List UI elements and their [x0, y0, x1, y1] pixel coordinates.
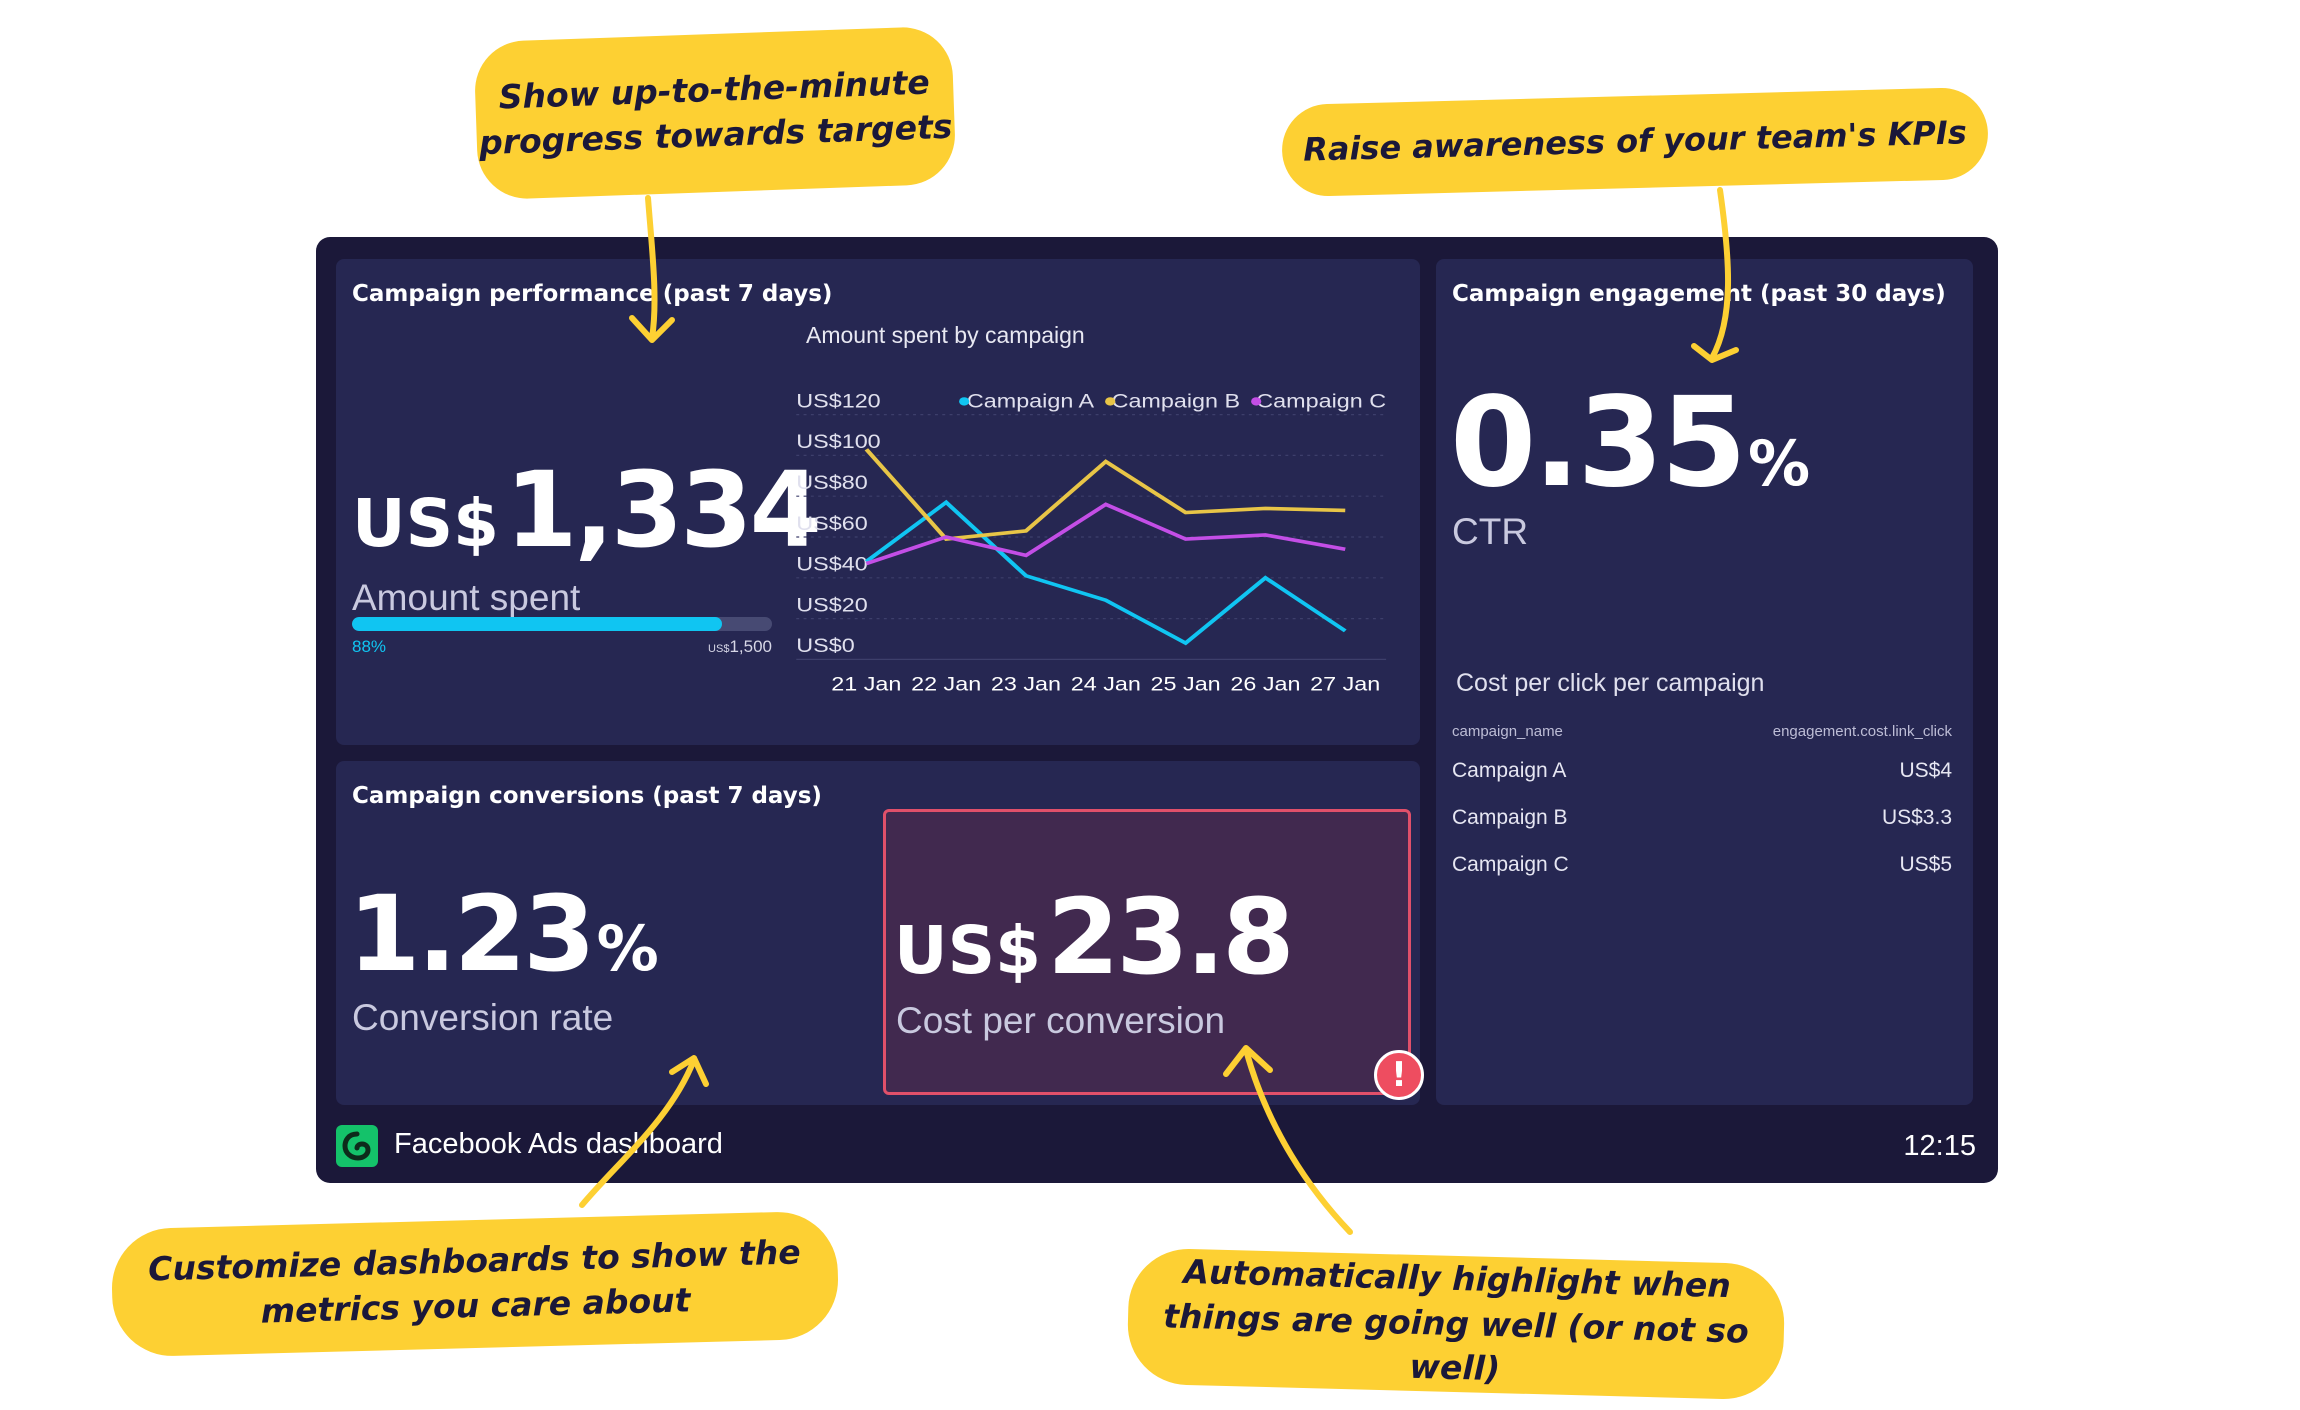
rate-number: 1.23 — [348, 873, 596, 995]
conversion-rate-value: 1.23% — [348, 873, 659, 995]
amount-spent-line-chart: US$0 US$20 US$40 US$60 US$80 US$100 US$120 21 J… — [796, 390, 1386, 695]
campaign-engagement-panel: Campaign engagement (past 30 days) 0.35%… — [1436, 259, 1973, 1105]
table-header: campaign_name engagement.cost.link_click — [1452, 723, 1952, 740]
currency-prefix: US$ — [352, 485, 500, 562]
x-tick-label: 23 Jan — [991, 674, 1061, 696]
callout-text: Raise awareness of your team's KPIs — [1302, 113, 1968, 170]
series-line — [865, 502, 1346, 566]
table-title: Cost per click per campaign — [1456, 669, 1765, 697]
series-line — [864, 448, 1346, 541]
table-row: Campaign B US$3.3 — [1452, 806, 1952, 830]
callout-highlight: Automatically highlight when things are … — [1126, 1247, 1786, 1401]
cost-per-conversion-label: Cost per conversion — [896, 1000, 1226, 1041]
amount-spent-label: Amount spent — [352, 577, 581, 618]
table-row: Campaign A US$4 — [1452, 759, 1952, 783]
y-tick-label: US$80 — [796, 472, 868, 494]
table-row: Campaign C US$5 — [1452, 853, 1952, 877]
legend-label: Campaign C — [1256, 390, 1386, 412]
y-tick-label: US$40 — [796, 554, 868, 576]
clock: 12:15 — [1903, 1130, 1976, 1162]
callout-progress: Show up-to-the-minute progress towards t… — [473, 25, 957, 201]
x-tick-label: 21 Jan — [831, 674, 901, 696]
amount-number: 1,334 — [505, 449, 822, 571]
alert-icon: ! — [1374, 1050, 1424, 1100]
legend-marker — [1251, 397, 1262, 406]
x-tick-label: 24 Jan — [1071, 674, 1141, 696]
campaign-name: Campaign B — [1452, 806, 1568, 829]
progress-target: US$1,500 — [656, 637, 772, 657]
callout-kpis: Raise awareness of your team's KPIs — [1280, 86, 1990, 198]
x-tick-label: 25 Jan — [1151, 674, 1221, 696]
panel-title: Campaign engagement (past 30 days) — [1452, 281, 1946, 307]
panel-title: Campaign conversions (past 7 days) — [352, 783, 822, 809]
dashboard-name: Facebook Ads dashboard — [394, 1128, 723, 1160]
y-tick-label: US$20 — [796, 594, 868, 616]
ctr-value: 0.35% — [1450, 371, 1810, 515]
column-header: engagement.cost.link_click — [1772, 723, 1952, 740]
x-tick-label: 26 Jan — [1230, 674, 1300, 696]
callout-text: Automatically highlight when things are … — [1162, 1252, 1750, 1389]
geckoboard-logo-icon — [336, 1125, 378, 1167]
chart-title: Amount spent by campaign — [806, 322, 1085, 348]
legend-label: Campaign B — [1112, 390, 1241, 412]
y-tick-label: US$120 — [796, 390, 881, 412]
y-tick-label: US$100 — [796, 431, 881, 453]
cost-per-conversion-widget: US$23.8 Cost per conversion — [883, 809, 1411, 1095]
legend-marker — [1105, 397, 1116, 406]
percent-suffix: % — [1747, 427, 1811, 500]
ctr-number: 0.35 — [1450, 371, 1747, 515]
legend-label: Campaign A — [967, 390, 1095, 412]
x-tick-label: 27 Jan — [1310, 674, 1380, 696]
currency-prefix: US$ — [894, 912, 1042, 989]
percent-suffix: % — [596, 912, 659, 985]
conversion-rate-label: Conversion rate — [352, 997, 614, 1038]
ctr-label: CTR — [1452, 511, 1529, 552]
campaign-name: Campaign C — [1452, 853, 1569, 876]
progress-percent: 88% — [352, 637, 387, 656]
campaign-name: Campaign A — [1452, 759, 1567, 782]
callout-text: Show up-to-the-minute progress towards t… — [478, 62, 954, 163]
x-tick-label: 22 Jan — [911, 674, 981, 696]
y-tick-label: US$0 — [796, 635, 855, 657]
cost-value: US$3.3 — [1881, 806, 1952, 829]
chart-plot: US$0 US$20 US$40 US$60 US$80 US$100 US$120 21 J… — [796, 390, 1386, 695]
series-line — [864, 499, 1347, 646]
callout-customize: Customize dashboards to show the metrics… — [110, 1210, 840, 1358]
target-number: 1,500 — [729, 637, 772, 656]
cost-value: US$4 — [1899, 759, 1952, 782]
campaign-performance-panel: Campaign performance (past 7 days) US$1,… — [336, 259, 1420, 745]
column-header: campaign_name — [1452, 723, 1563, 740]
target-currency: US$ — [708, 643, 730, 655]
cost-number: 23.8 — [1047, 876, 1295, 998]
panel-title: Campaign performance (past 7 days) — [352, 281, 833, 307]
cost-value: US$5 — [1899, 853, 1952, 876]
legend-marker — [959, 397, 970, 406]
amount-spent-value: US$1,334 — [352, 449, 822, 571]
y-tick-label: US$60 — [796, 513, 868, 535]
progress-fill — [352, 617, 722, 631]
callout-text: Customize dashboards to show the metrics… — [147, 1232, 802, 1331]
cost-per-conversion-value: US$23.8 — [894, 876, 1295, 998]
progress-bar — [352, 617, 772, 631]
